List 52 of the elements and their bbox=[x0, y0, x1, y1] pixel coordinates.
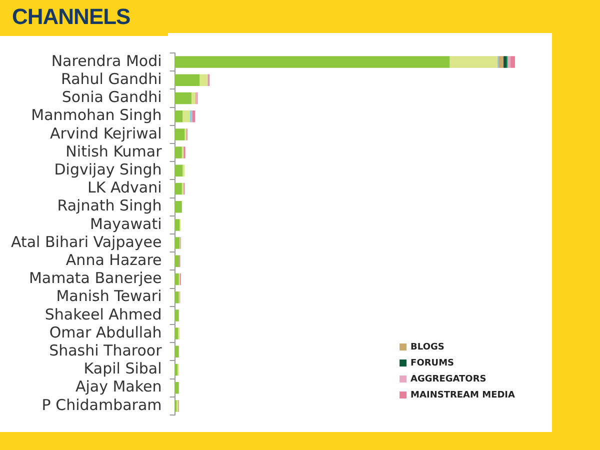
bar bbox=[174, 328, 178, 340]
bar bbox=[174, 74, 200, 86]
bar bbox=[174, 56, 450, 68]
chart-title: CHANNELS bbox=[12, 4, 130, 30]
legend-label: AGGREGATORS bbox=[410, 374, 486, 384]
y-tick-label: Ajay Maken bbox=[75, 378, 162, 396]
bar bbox=[174, 346, 179, 358]
y-tick-label: Atal Bihari Vajpayee bbox=[10, 232, 162, 251]
y-tick-label: Sonia Gandhi bbox=[62, 88, 162, 106]
bar bbox=[174, 310, 179, 322]
bar bbox=[498, 56, 504, 68]
legend-label: BLOGS bbox=[410, 342, 444, 352]
bar bbox=[508, 56, 510, 68]
bar bbox=[174, 219, 180, 231]
bar bbox=[174, 92, 192, 104]
bar bbox=[450, 56, 498, 68]
y-tick-label: Narendra Modi bbox=[51, 52, 162, 70]
y-tick-label: Omar Abdullah bbox=[49, 323, 162, 342]
bar bbox=[174, 146, 182, 158]
bar bbox=[192, 110, 196, 122]
bar bbox=[191, 92, 196, 104]
y-tick-label: Mayawati bbox=[90, 214, 162, 233]
y-tick-label: Rajnath Singh bbox=[57, 196, 162, 215]
bar bbox=[174, 200, 182, 213]
y-tick-label: Shashi Tharoor bbox=[49, 342, 163, 360]
legend-label: FORUMS bbox=[410, 358, 454, 368]
bar bbox=[503, 56, 506, 68]
y-tick-label: Mamata Banerjee bbox=[28, 269, 162, 288]
y-tick-label: Shakeel Ahmed bbox=[44, 305, 162, 324]
y-tick-label: LK Advani bbox=[88, 178, 162, 197]
bar bbox=[174, 128, 185, 140]
y-tick-label: P Chidambaram bbox=[42, 396, 162, 414]
bar bbox=[510, 56, 515, 68]
bar bbox=[174, 110, 183, 122]
bar bbox=[182, 110, 190, 122]
bar bbox=[174, 273, 179, 286]
y-tick-label: Manmohan Singh bbox=[31, 106, 162, 124]
y-tick-label: Digvijay Singh bbox=[54, 160, 162, 179]
y-tick-label: Manish Tewari bbox=[56, 287, 162, 306]
y-tick-label: Arvind Kejriwal bbox=[50, 124, 162, 142]
bar bbox=[174, 364, 178, 376]
y-tick-label: Anna Hazare bbox=[66, 251, 162, 270]
bar bbox=[174, 237, 180, 249]
bar bbox=[200, 74, 208, 86]
y-tick-label: Nitish Kumar bbox=[66, 142, 163, 160]
y-tick-label: Kapil Sibal bbox=[84, 360, 162, 378]
bar bbox=[174, 182, 182, 195]
bar bbox=[174, 382, 179, 394]
y-tick-label: Rahul Gandhi bbox=[61, 70, 162, 88]
legend-label: MAINSTREAM MEDIA bbox=[410, 390, 516, 400]
bar bbox=[174, 164, 183, 177]
bar bbox=[174, 291, 179, 304]
